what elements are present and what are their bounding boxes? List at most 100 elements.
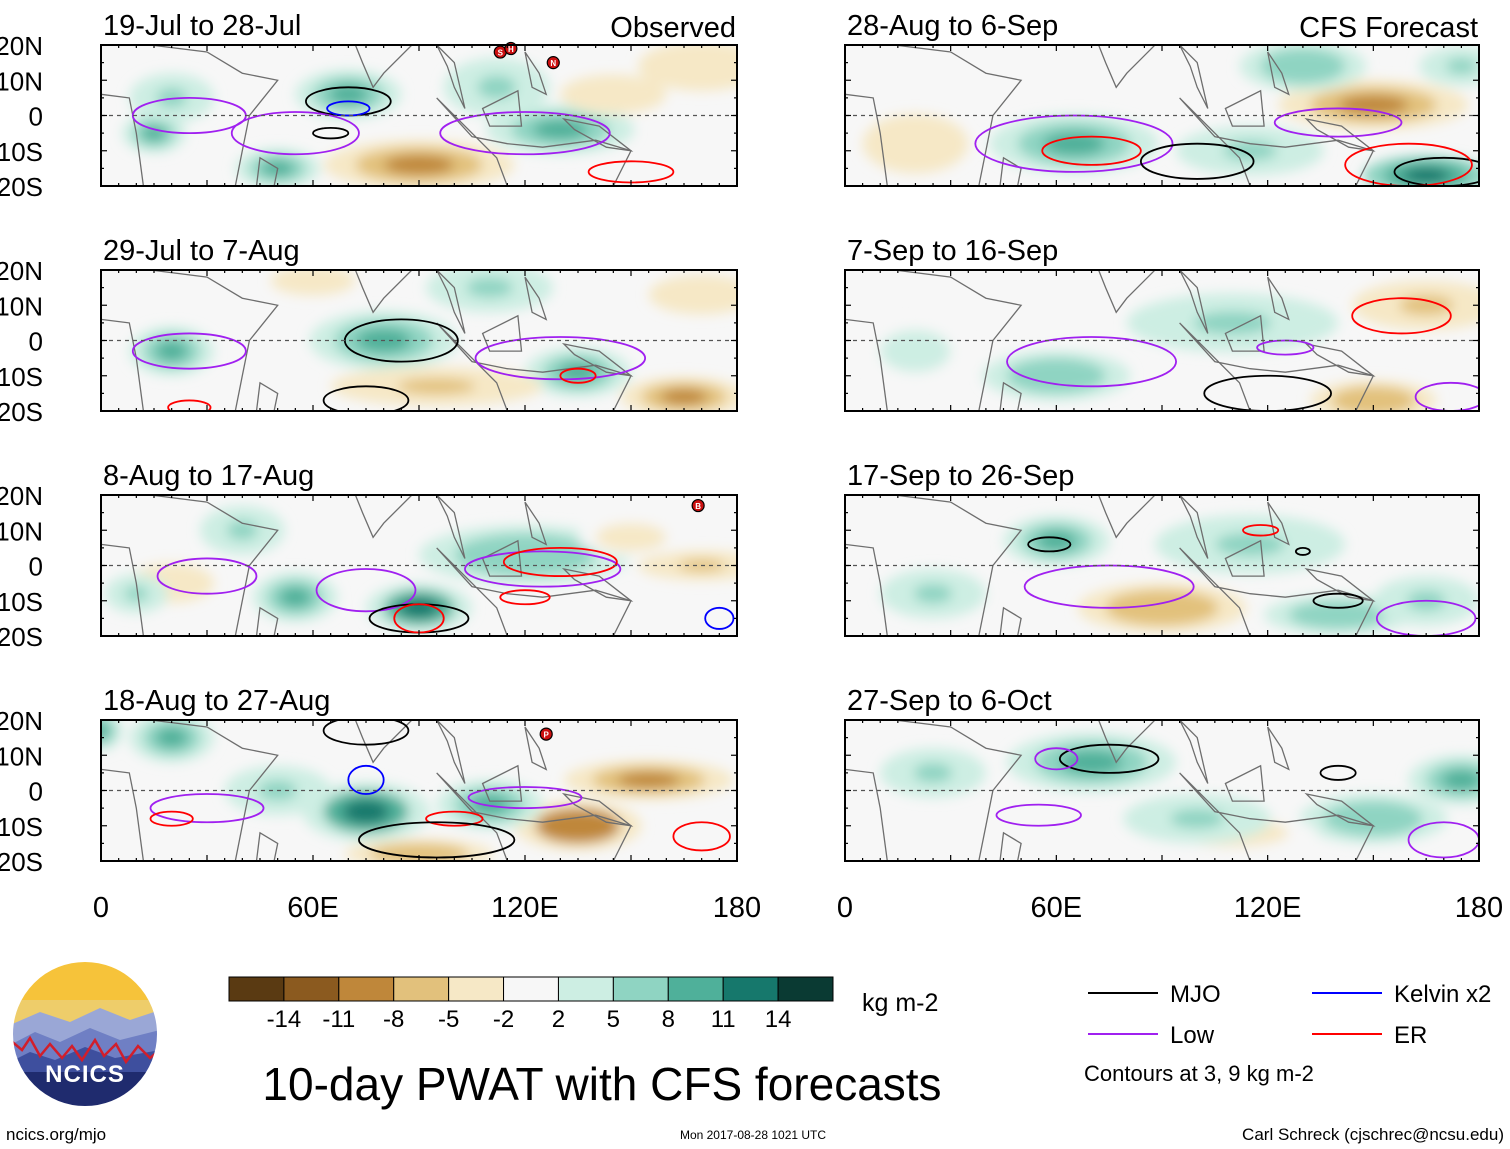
colorbar-tick-label: 11 — [711, 1006, 736, 1033]
map-field — [845, 45, 1479, 186]
ncics-logo: NCICS — [11, 960, 159, 1108]
pwat-anomaly-core — [399, 598, 439, 618]
coastline — [1084, 720, 1156, 764]
coastline — [1084, 495, 1156, 539]
map-field — [845, 270, 1479, 411]
wave-contour — [1139, 142, 1255, 180]
wave-contour — [1351, 297, 1452, 335]
wave-contour — [315, 568, 417, 613]
coastline — [524, 726, 548, 771]
lat-tick-label: 0 — [29, 777, 43, 807]
coastline — [999, 831, 1022, 861]
coastline — [436, 772, 632, 861]
author-credit: Carl Schreck (cjschrec@ncsu.edu) — [1242, 1125, 1504, 1144]
lat-tick-label: 20N — [0, 706, 43, 736]
panel-period: 17-Sep to 26-Sep — [847, 460, 1074, 492]
lat-tick-label: 10N — [0, 291, 43, 321]
coastline — [101, 270, 279, 411]
lon-tick-label: 60E — [287, 892, 339, 924]
pwat-anomaly-core — [1279, 56, 1327, 76]
colorbar-swatch — [503, 976, 559, 1002]
coastline — [255, 831, 279, 861]
site-url: ncics.org/mjo — [6, 1125, 106, 1144]
wave-contour — [1058, 743, 1160, 774]
pwat-anomaly-core — [279, 587, 311, 607]
wave-contour — [1203, 374, 1332, 411]
wave-contour — [464, 550, 622, 588]
coastline — [481, 314, 523, 352]
lat-tick-label: 0 — [29, 327, 43, 357]
coastline — [1224, 89, 1265, 127]
coastline — [524, 276, 548, 321]
map-panel-fcst-1: 28-Aug to 6-Sep CFS Forecast — [844, 10, 1480, 187]
panel-period: 28-Aug to 6-Sep — [847, 10, 1058, 42]
lat-tick-label: 10S — [0, 137, 43, 167]
pwat-anomaly-core — [142, 125, 166, 141]
lat-tick-label: 20N — [0, 31, 43, 61]
wave-contour — [995, 803, 1082, 827]
coastline — [1179, 322, 1375, 411]
coastline — [1179, 45, 1209, 109]
storm-label: B — [695, 502, 701, 511]
wave-contour — [156, 557, 258, 595]
pwat-anomaly-core — [328, 84, 368, 105]
coastline — [999, 156, 1022, 186]
map-panel-obs-3: B 8-Aug to 17-Aug 20N 10N 0 10S 20S — [0, 460, 738, 652]
wave-contour — [1041, 135, 1142, 166]
storm-label: N — [550, 59, 556, 68]
coastline — [524, 51, 548, 96]
wave-contour — [704, 606, 735, 630]
coastline — [1304, 117, 1376, 152]
pwat-anomaly-core — [477, 75, 517, 99]
map-field — [101, 720, 737, 861]
lat-tick-label: 10S — [0, 812, 43, 842]
lat-tick-label: 20S — [0, 172, 43, 202]
colorbar-swatch — [393, 976, 450, 1002]
lat-tick-label: 10N — [0, 741, 43, 771]
coastline — [341, 720, 413, 764]
colorbar-tick-label: -11 — [322, 1006, 355, 1033]
colorbar: -14 -11 -8 -5 -2 2 5 8 11 14 kg m-2 — [228, 976, 938, 1033]
coastline — [1267, 726, 1290, 771]
lat-tick-label: 20S — [0, 622, 43, 652]
wave-contour — [230, 111, 360, 156]
pwat-anomaly-core — [1029, 366, 1084, 386]
pwat-anomaly-core — [533, 119, 588, 140]
wave-contour — [347, 764, 385, 795]
coastline — [436, 45, 466, 109]
pwat-anomaly-core — [156, 341, 188, 361]
wave-contour — [149, 793, 265, 824]
lon-tick-label: 180 — [713, 892, 761, 924]
pwat-anomaly-core — [1131, 598, 1193, 618]
wave-contour — [322, 720, 410, 746]
coastline — [436, 270, 466, 334]
colorbar-swatch — [228, 976, 285, 1002]
pwat-anomaly-core — [1338, 95, 1409, 115]
coastline — [255, 381, 279, 411]
wave-contour — [502, 546, 618, 577]
pwat-anomaly-core — [1445, 58, 1477, 74]
pwat-anomaly-core — [611, 529, 651, 546]
map-field — [101, 45, 737, 186]
wave-contour — [322, 385, 410, 411]
wave-contour — [1312, 592, 1364, 609]
coastline — [436, 720, 466, 784]
wave-contour — [358, 821, 516, 859]
lat-tick-label: 0 — [29, 102, 43, 132]
colorbar-tick-label: -8 — [383, 1006, 404, 1033]
wave-contour — [474, 336, 647, 381]
storm-marker — [691, 498, 705, 513]
coastline — [524, 501, 548, 546]
pwat-anomaly-core — [1170, 809, 1225, 829]
map-panel-fcst-2: 7-Sep to 16-Sep — [844, 235, 1480, 412]
wave-contour — [1319, 764, 1357, 781]
coastline — [255, 156, 279, 186]
lon-tick-label: 60E — [1031, 892, 1083, 924]
coastline — [1224, 314, 1265, 352]
coastline — [1179, 495, 1209, 559]
storm-label: P — [544, 731, 550, 740]
colorbar-swatch — [777, 976, 834, 1002]
panel-period: 27-Sep to 6-Oct — [847, 685, 1052, 717]
pwat-anomaly-core — [1042, 132, 1105, 156]
panel-column-label: CFS Forecast — [1299, 12, 1478, 44]
